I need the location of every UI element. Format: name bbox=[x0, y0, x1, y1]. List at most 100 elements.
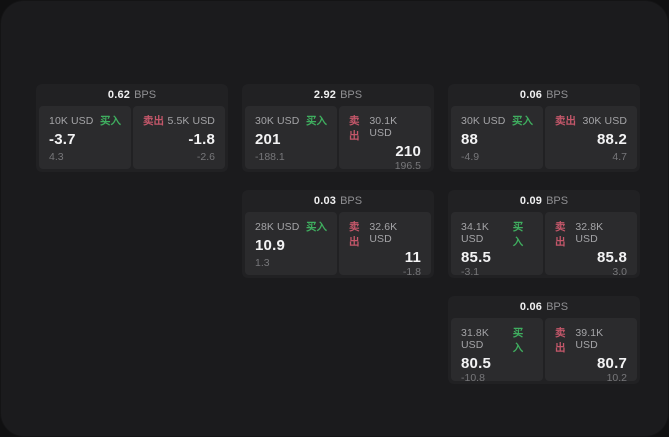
card-header: 2.92 BPS bbox=[245, 84, 431, 106]
buy-delta: -10.8 bbox=[461, 372, 485, 384]
buy-amount: 28K USD bbox=[255, 221, 300, 233]
buy-tile[interactable]: 30K USD 买入 88 -4.9 bbox=[451, 106, 543, 169]
buy-delta: -188.1 bbox=[255, 151, 285, 163]
sell-delta: 4.7 bbox=[612, 151, 627, 163]
bps-value: 0.06 bbox=[519, 89, 543, 101]
sell-label: 卖出 bbox=[555, 221, 566, 248]
buy-tile-header: 34.1K USD 买入 bbox=[461, 219, 533, 249]
buy-tile[interactable]: 30K USD 买入 201 -188.1 bbox=[245, 106, 337, 169]
sell-tile-header: 卖出 30K USD bbox=[555, 113, 627, 128]
price-cards-grid: 0.62 BPS 10K USD 买入 -3.7 4.3 卖出 5.5K USD… bbox=[36, 84, 640, 384]
buy-tile-header: 30K USD 买入 bbox=[461, 113, 533, 128]
buy-tile[interactable]: 10K USD 买入 -3.7 4.3 bbox=[39, 106, 131, 169]
buy-delta: -4.9 bbox=[461, 151, 480, 163]
bps-value: 2.92 bbox=[313, 89, 337, 101]
buy-amount: 30K USD bbox=[461, 115, 506, 127]
buy-delta: 1.3 bbox=[255, 257, 270, 269]
price-card: 0.06 BPS 31.8K USD 买入 80.5 -10.8 卖出 39.1… bbox=[448, 296, 640, 384]
buy-amount: 30K USD bbox=[255, 115, 300, 127]
bps-value: 0.62 bbox=[107, 89, 131, 101]
sell-price: 88.2 bbox=[597, 131, 627, 148]
sell-amount: 30K USD bbox=[582, 115, 627, 127]
bps-unit-label: BPS bbox=[340, 195, 363, 207]
sell-price: 80.7 bbox=[597, 355, 627, 372]
sell-delta: 10.2 bbox=[606, 372, 627, 384]
sell-label: 卖出 bbox=[349, 221, 360, 248]
bps-unit-label: BPS bbox=[546, 89, 569, 101]
buy-tile-header: 30K USD 买入 bbox=[255, 113, 327, 128]
buy-sell-tiles: 31.8K USD 买入 80.5 -10.8 卖出 39.1K USD 80.… bbox=[451, 318, 637, 384]
buy-sell-tiles: 34.1K USD 买入 85.5 -3.1 卖出 32.8K USD 85.8… bbox=[451, 212, 637, 278]
bps-unit-label: BPS bbox=[546, 301, 569, 313]
bps-value: 0.06 bbox=[519, 301, 543, 313]
bps-unit-label: BPS bbox=[134, 89, 157, 101]
sell-label: 卖出 bbox=[349, 115, 360, 142]
buy-delta: -3.1 bbox=[461, 266, 480, 278]
sell-price: -1.8 bbox=[188, 131, 215, 148]
sell-tile[interactable]: 卖出 32.8K USD 85.8 3.0 bbox=[545, 212, 637, 278]
sell-price: 85.8 bbox=[597, 249, 627, 266]
buy-tile[interactable]: 28K USD 买入 10.9 1.3 bbox=[245, 212, 337, 275]
sell-delta: 196.5 bbox=[394, 160, 421, 172]
buy-label: 买入 bbox=[512, 115, 533, 127]
sell-label: 卖出 bbox=[555, 115, 576, 127]
bps-value: 0.03 bbox=[313, 195, 337, 207]
sell-tile-header: 卖出 32.8K USD bbox=[555, 219, 627, 249]
sell-amount: 32.8K USD bbox=[575, 221, 604, 245]
buy-label: 买入 bbox=[100, 115, 121, 127]
card-header: 0.06 BPS bbox=[451, 296, 637, 318]
sell-tile-header: 卖出 39.1K USD bbox=[555, 325, 627, 355]
sell-amount: 39.1K USD bbox=[575, 327, 604, 351]
buy-label: 买入 bbox=[306, 115, 327, 127]
card-header: 0.09 BPS bbox=[451, 190, 637, 212]
buy-price: 85.5 bbox=[461, 249, 491, 266]
buy-sell-tiles: 28K USD 买入 10.9 1.3 卖出 32.6K USD 11 -1.8 bbox=[245, 212, 431, 278]
buy-price: 88 bbox=[461, 131, 479, 148]
sell-label: 卖出 bbox=[143, 115, 164, 127]
price-card: 2.92 BPS 30K USD 买入 201 -188.1 卖出 30.1K … bbox=[242, 84, 434, 172]
price-card: 0.03 BPS 28K USD 买入 10.9 1.3 卖出 32.6K US… bbox=[242, 190, 434, 278]
buy-sell-tiles: 10K USD 买入 -3.7 4.3 卖出 5.5K USD -1.8 -2.… bbox=[39, 106, 225, 169]
buy-amount: 34.1K USD bbox=[461, 221, 489, 245]
price-card: 0.62 BPS 10K USD 买入 -3.7 4.3 卖出 5.5K USD… bbox=[36, 84, 228, 172]
buy-tile[interactable]: 31.8K USD 买入 80.5 -10.8 bbox=[451, 318, 543, 384]
sell-tile[interactable]: 卖出 5.5K USD -1.8 -2.6 bbox=[133, 106, 225, 169]
buy-price: 10.9 bbox=[255, 237, 285, 254]
sell-tile[interactable]: 卖出 30K USD 88.2 4.7 bbox=[545, 106, 637, 169]
sell-price: 210 bbox=[395, 143, 421, 160]
sell-tile-header: 卖出 32.6K USD bbox=[349, 219, 421, 249]
card-header: 0.06 BPS bbox=[451, 84, 637, 106]
sell-delta: -1.8 bbox=[402, 266, 421, 278]
card-header: 0.62 BPS bbox=[39, 84, 225, 106]
price-card: 0.09 BPS 34.1K USD 买入 85.5 -3.1 卖出 32.8K… bbox=[448, 190, 640, 278]
buy-tile-header: 31.8K USD 买入 bbox=[461, 325, 533, 355]
buy-price: 80.5 bbox=[461, 355, 491, 372]
sell-delta: 3.0 bbox=[612, 266, 627, 278]
price-card: 0.06 BPS 30K USD 买入 88 -4.9 卖出 30K USD 8… bbox=[448, 84, 640, 172]
buy-amount: 10K USD bbox=[49, 115, 94, 127]
sell-tile[interactable]: 卖出 30.1K USD 210 196.5 bbox=[339, 106, 431, 172]
sell-tile[interactable]: 卖出 32.6K USD 11 -1.8 bbox=[339, 212, 431, 278]
buy-price: 201 bbox=[255, 131, 281, 148]
bps-value: 0.09 bbox=[519, 195, 543, 207]
buy-label: 买入 bbox=[512, 221, 524, 248]
sell-amount: 30.1K USD bbox=[369, 115, 398, 139]
buy-delta: 4.3 bbox=[49, 151, 64, 163]
sell-tile[interactable]: 卖出 39.1K USD 80.7 10.2 bbox=[545, 318, 637, 384]
buy-label: 买入 bbox=[306, 221, 327, 233]
buy-tile-header: 10K USD 买入 bbox=[49, 113, 121, 128]
buy-tile[interactable]: 34.1K USD 买入 85.5 -3.1 bbox=[451, 212, 543, 278]
bps-unit-label: BPS bbox=[546, 195, 569, 207]
bps-unit-label: BPS bbox=[340, 89, 363, 101]
sell-amount: 32.6K USD bbox=[369, 221, 398, 245]
sell-price: 11 bbox=[404, 249, 421, 266]
buy-sell-tiles: 30K USD 买入 88 -4.9 卖出 30K USD 88.2 4.7 bbox=[451, 106, 637, 169]
sell-tile-header: 卖出 5.5K USD bbox=[143, 113, 215, 128]
buy-sell-tiles: 30K USD 买入 201 -188.1 卖出 30.1K USD 210 1… bbox=[245, 106, 431, 172]
sell-label: 卖出 bbox=[555, 327, 566, 354]
sell-amount: 5.5K USD bbox=[167, 115, 215, 127]
buy-amount: 31.8K USD bbox=[461, 327, 489, 351]
sell-delta: -2.6 bbox=[196, 151, 215, 163]
